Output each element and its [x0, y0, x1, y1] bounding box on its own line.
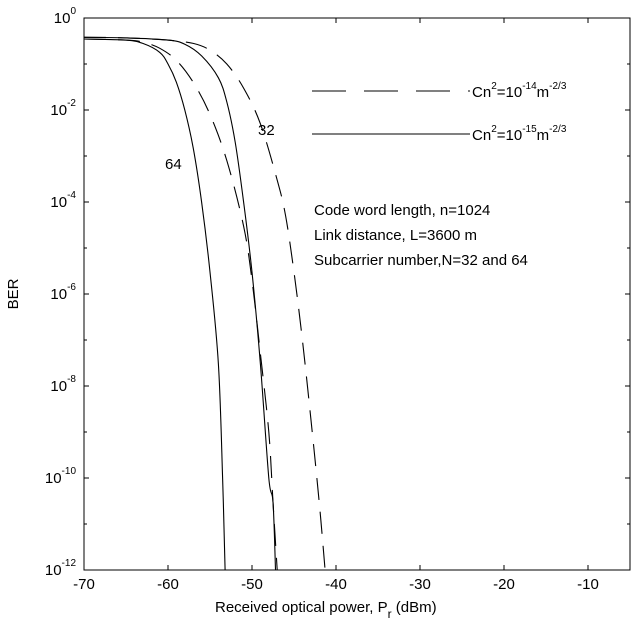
x-axis-ticks: -70 -60 -50 -40 -30 -20 -10 — [73, 18, 599, 593]
x-tick-label: -40 — [325, 576, 347, 593]
series-layer — [83, 36, 326, 571]
curve-label-32: 32 — [258, 122, 275, 139]
y-tick-label: 10-4 — [50, 190, 76, 211]
x-tick-label: -10 — [577, 576, 599, 593]
series-line-2-dashed — [83, 38, 278, 571]
x-tick-label: -30 — [409, 576, 431, 593]
y-tick-label: 10-6 — [50, 282, 76, 303]
legend-label-solid: Cn2=10-15m-2/3 — [472, 124, 567, 144]
x-axis-label: Received optical power, Pr (dBm) — [215, 599, 437, 621]
y-tick-label: 10-10 — [45, 466, 77, 487]
y-tick-label: 10-12 — [45, 558, 77, 579]
x-tick-label: -60 — [157, 576, 179, 593]
y-axis-label: BER — [5, 278, 22, 309]
x-tick-label: -50 — [241, 576, 263, 593]
x-tick-label: -70 — [73, 576, 95, 593]
annotation-subcarrier-number: Subcarrier number,N=32 and 64 — [314, 252, 528, 269]
curve-label-64: 64 — [165, 156, 182, 173]
plot-area — [83, 17, 631, 571]
x-tick-label: -20 — [493, 576, 515, 593]
y-tick-label: 10-8 — [50, 374, 76, 395]
y-tick-label: 100 — [54, 6, 77, 27]
legend: Cn2=10-14m-2/3 Cn2=10-15m-2/3 — [312, 81, 567, 144]
annotation-link-distance: Link distance, L=3600 m — [314, 227, 477, 244]
series-line-4-dashed — [83, 36, 326, 571]
y-tick-label: 10-2 — [50, 98, 76, 119]
annotation-code-word-length: Code word length, n=1024 — [314, 202, 490, 219]
legend-label-dashed: Cn2=10-14m-2/3 — [472, 81, 567, 101]
y-axis-ticks: 100 10-2 10-4 10-6 10-8 10-10 10-12 — [45, 6, 630, 579]
series-line-1-solid — [83, 38, 226, 571]
